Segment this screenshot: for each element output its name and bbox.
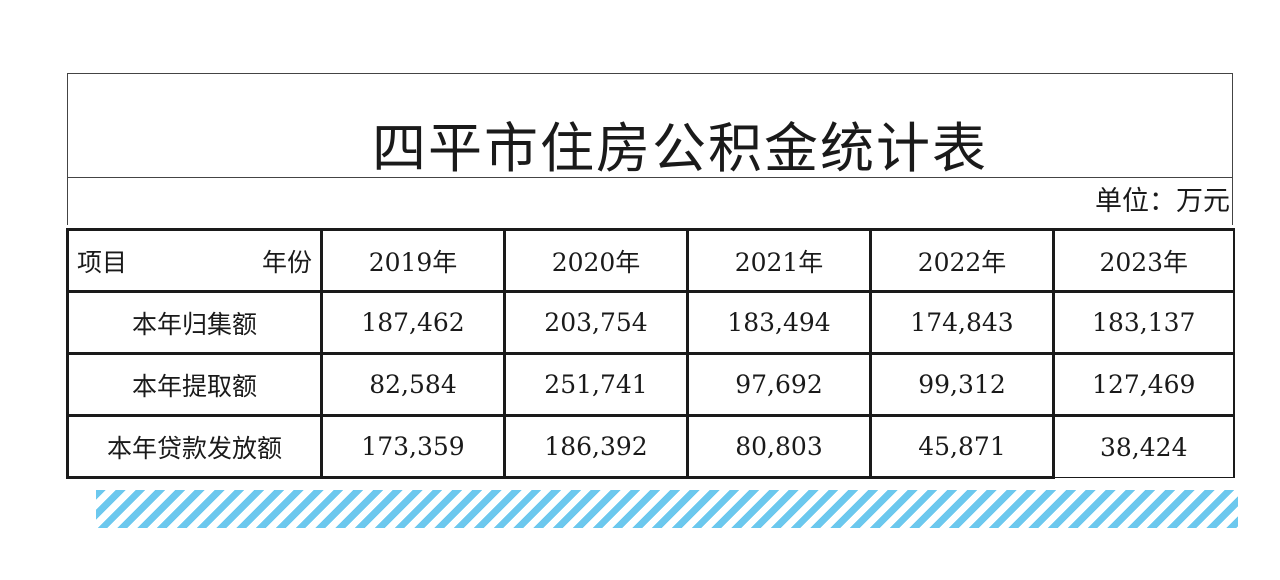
table-cell: 187,462 [320, 290, 506, 355]
header-year: 2022年 [869, 228, 1055, 293]
row-label: 本年提取额 [66, 352, 323, 417]
unit-label: 单位：万元 [1095, 186, 1230, 217]
table-row: 本年贷款发放额 173,359 186,392 80,803 45,871 38… [66, 414, 1235, 479]
table-cell: 174,843 [869, 290, 1055, 355]
table-cell: 80,803 [686, 414, 872, 479]
header-year: 2020年 [503, 228, 689, 293]
table-row: 本年提取额 82,584 251,741 97,692 99,312 127,4… [66, 352, 1235, 417]
statistics-table: 项目 年份 2019年 2020年 2021年 2022年 2023年 本年归集… [66, 228, 1235, 479]
title-cell: 四平市住房公积金统计表 [68, 74, 1232, 178]
table-cell: 45,871 [869, 414, 1055, 479]
title-frame: 四平市住房公积金统计表 单位：万元 [67, 73, 1233, 225]
table-cell: 99,312 [869, 352, 1055, 417]
decorative-stripe-band [96, 490, 1238, 528]
header-year: 2021年 [686, 228, 872, 293]
table-cell: 203,754 [503, 290, 689, 355]
table-cell: 183,137 [1052, 290, 1235, 355]
header-year: 2023年 [1052, 228, 1235, 293]
table-cell: 38,424 [1052, 414, 1235, 478]
table-row: 本年归集额 187,462 203,754 183,494 174,843 18… [66, 290, 1235, 355]
table-cell: 127,469 [1052, 352, 1235, 417]
table-cell: 82,584 [320, 352, 506, 417]
row-label: 本年贷款发放额 [66, 414, 323, 479]
table-cell: 251,741 [503, 352, 689, 417]
row-label: 本年归集额 [66, 290, 323, 355]
header-item-label: 项目 [77, 247, 128, 277]
page-title: 四平市住房公积金统计表 [372, 117, 988, 180]
header-year-label: 年份 [261, 247, 312, 277]
header-corner-cell: 项目 年份 [66, 228, 323, 293]
table-header-row: 项目 年份 2019年 2020年 2021年 2022年 2023年 [66, 228, 1235, 293]
table-cell: 97,692 [686, 352, 872, 417]
table-cell: 186,392 [503, 414, 689, 479]
table-cell: 173,359 [320, 414, 506, 479]
table-cell: 183,494 [686, 290, 872, 355]
header-year: 2019年 [320, 228, 506, 293]
